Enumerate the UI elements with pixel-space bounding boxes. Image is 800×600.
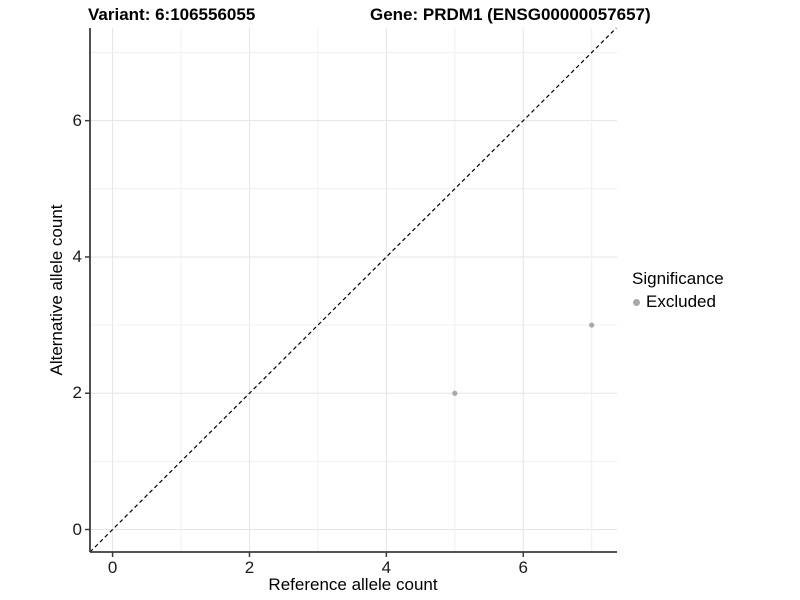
x-tick-label: 4 <box>381 558 392 577</box>
y-tick-label: 4 <box>72 246 82 266</box>
x-axis-title: Reference allele count <box>268 575 438 594</box>
identity-line <box>89 27 617 553</box>
y-tick-label: 2 <box>72 383 82 403</box>
legend-point-icon <box>633 298 640 306</box>
y-tick-label: 0 <box>72 519 82 539</box>
y-tick-label: 6 <box>72 110 82 130</box>
legend-item-label: Excluded <box>646 292 716 311</box>
data-point[interactable] <box>452 390 458 396</box>
y-axis-title: Alternative allele count <box>47 204 66 376</box>
legend-title: Significance <box>632 269 724 288</box>
x-tick-label: 0 <box>107 558 118 577</box>
legend: Significance Excluded <box>632 269 724 312</box>
x-tick-label: 6 <box>518 558 528 577</box>
legend-item-excluded: Excluded <box>632 292 724 312</box>
x-tick-label: 2 <box>244 558 255 577</box>
variant-title: Variant: 6:106556055 <box>88 5 256 24</box>
gene-title: Gene: PRDM1 (ENSG00000057657) <box>370 5 651 24</box>
data-point[interactable] <box>589 322 595 328</box>
